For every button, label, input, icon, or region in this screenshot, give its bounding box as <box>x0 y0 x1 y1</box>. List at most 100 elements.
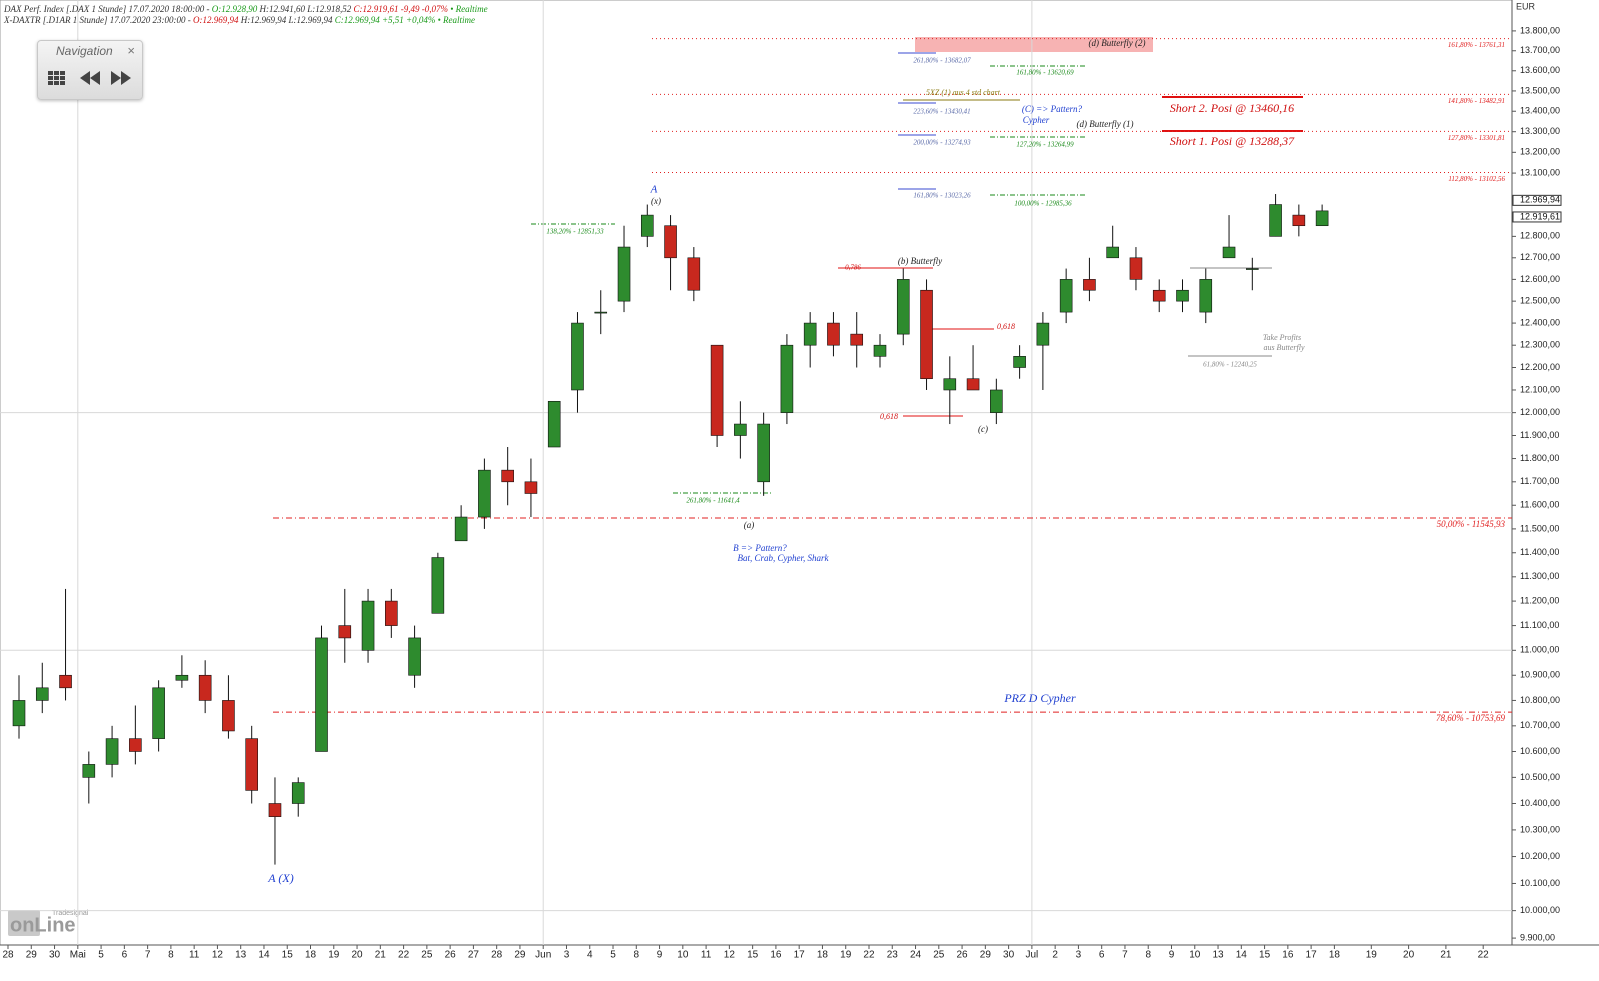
annotation: (a) <box>744 520 755 530</box>
candle-body <box>198 674 212 701</box>
x-tick-label: 8 <box>1145 950 1151 961</box>
x-tick-label: 11 <box>701 950 712 961</box>
candle-body <box>617 246 631 302</box>
candle-body <box>664 225 677 259</box>
x-tick-label: 27 <box>468 950 480 961</box>
annotation: (c) <box>978 424 988 434</box>
header-segment: DAX Perf. Index [.DAX 1 Stunde] 17.07.20… <box>4 4 212 14</box>
x-tick-label: 29 <box>980 950 992 961</box>
y-tick-label: 11.000,00 <box>1520 645 1559 655</box>
x-tick-label: 19 <box>840 950 852 961</box>
candle-body <box>524 481 538 494</box>
header-segment: O:12.928,90 <box>211 4 258 14</box>
candle-body <box>990 389 1003 413</box>
candle-body <box>291 782 305 804</box>
y-tick-label: 12.300,00 <box>1520 340 1560 350</box>
y-tick-label: 12.500,00 <box>1520 296 1560 306</box>
annotation: 161,80% - 13023,26 <box>913 192 971 200</box>
candle-body <box>873 344 887 357</box>
y-tick-label: 10.600,00 <box>1520 746 1560 756</box>
annotation: 223,60% - 13430,41 <box>913 108 970 116</box>
annotation: 0,618 <box>880 412 898 421</box>
annotation: Short 1. Posi @ 13288,37 <box>1170 134 1295 148</box>
grid-button[interactable] <box>48 71 65 85</box>
x-tick-label: 11 <box>189 950 200 961</box>
header-segment: • Realtime <box>435 15 476 25</box>
candle-body <box>594 311 608 314</box>
y-tick-label: 12.100,00 <box>1520 384 1560 394</box>
candle-body <box>571 322 584 391</box>
level-label: 161,80% - 13761,31 <box>1448 41 1505 49</box>
annotation: 261,80% - 11641,4 <box>686 497 740 505</box>
x-tick-label: 22 <box>1478 950 1490 961</box>
annotation: PRZ D Cypher <box>1003 691 1076 705</box>
annotation: 61,80% - 12240,25 <box>1203 361 1257 369</box>
x-tick-label: 10 <box>677 950 689 961</box>
level-label: 141,80% - 13482,91 <box>1448 97 1505 105</box>
x-tick-label: 18 <box>305 950 317 961</box>
y-tick-label: 12.400,00 <box>1520 317 1560 327</box>
y-tick-label: 10.800,00 <box>1520 695 1560 705</box>
header-segment: X-DAXTR [.D1AR 1 Stunde] 17.07.2020 23:0… <box>4 15 193 25</box>
x-tick-label: 16 <box>1282 950 1294 961</box>
candle-body <box>129 738 142 752</box>
candle-body <box>1152 289 1166 302</box>
x-tick-label: 22 <box>863 950 875 961</box>
x-tick-label: 20 <box>351 950 363 961</box>
header-segment: H:12.969,94 L:12.969,94 <box>238 15 335 25</box>
header-line: DAX Perf. Index [.DAX 1 Stunde] 17.07.20… <box>4 4 488 15</box>
back-button[interactable] <box>80 71 100 85</box>
candle-body <box>82 764 96 778</box>
x-tick-label: 8 <box>634 950 640 961</box>
annotation: 0,618 <box>997 322 1015 331</box>
currency: EUR <box>1516 1 1536 11</box>
x-tick-label: 21 <box>375 950 387 961</box>
x-tick-label: 17 <box>1306 950 1318 961</box>
candle-body <box>1036 322 1050 346</box>
annotation: Short 2. Posi @ 13460,16 <box>1170 101 1294 115</box>
x-tick-label: 14 <box>258 950 270 961</box>
y-tick-label: 10.300,00 <box>1520 824 1560 834</box>
x-tick-label: 22 <box>398 950 410 961</box>
x-tick-label: 21 <box>1440 950 1452 961</box>
logo-brand: Tradesignal <box>52 910 89 917</box>
y-tick-label: 13.500,00 <box>1520 85 1560 95</box>
x-tick-label: 29 <box>26 950 38 961</box>
annotation: 138,20% - 12851,33 <box>546 228 604 236</box>
candle-body <box>943 378 957 391</box>
candle-body <box>1059 279 1073 313</box>
header-segment: • Realtime <box>447 4 488 14</box>
x-tick-label: 19 <box>328 950 340 961</box>
x-tick-label: 15 <box>282 950 294 961</box>
nav-close[interactable]: × <box>127 43 135 58</box>
y-tick-label: 13.600,00 <box>1520 65 1560 75</box>
x-tick-label: 29 <box>514 950 526 961</box>
candle-body <box>757 423 770 483</box>
x-tick-label: 23 <box>887 950 899 961</box>
candle-body <box>1315 210 1329 227</box>
candle-body <box>710 344 724 436</box>
x-tick-label: 30 <box>1003 950 1015 961</box>
x-tick-label: 5 <box>610 950 616 961</box>
y-tick-label: 10.200,00 <box>1520 851 1560 861</box>
logo: onLine Tradesignal <box>8 910 89 936</box>
x-tick-label: 20 <box>1403 950 1415 961</box>
x-tick-label: Jun <box>535 950 551 961</box>
x-tick-label: 18 <box>817 950 829 961</box>
forward-button[interactable] <box>111 71 131 85</box>
x-tick-label: 5 <box>98 950 104 961</box>
navigation-panel[interactable]: Navigation × <box>37 40 143 100</box>
price-tag <box>1512 211 1562 223</box>
candle-body <box>454 516 468 542</box>
x-tick-label: 26 <box>957 950 969 961</box>
y-tick-label: 10.900,00 <box>1520 670 1560 680</box>
candle-body <box>827 322 840 346</box>
x-tick-label: 30 <box>49 950 61 961</box>
x-tick-label: 15 <box>1259 950 1271 961</box>
y-tick-label: 10.000,00 <box>1520 905 1560 915</box>
candle-body <box>12 700 26 727</box>
x-tick-label: 9 <box>1169 950 1175 961</box>
x-tick-label: 18 <box>1329 950 1341 961</box>
x-tick-label: 3 <box>564 950 570 961</box>
candle-body <box>734 423 747 436</box>
